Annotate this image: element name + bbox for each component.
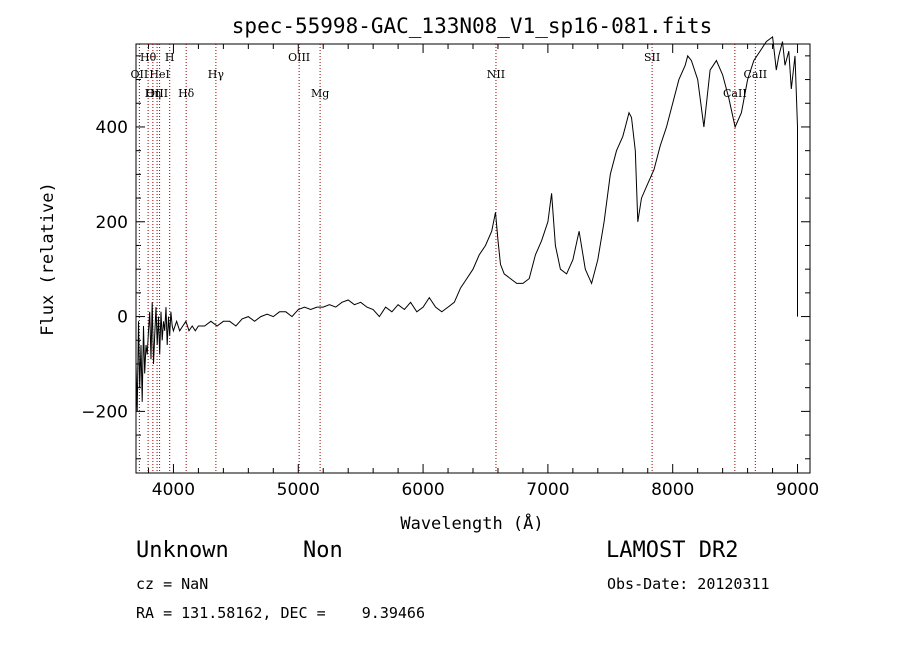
coordinates-label: RA = 131.58162, DEC = 9.39466 bbox=[136, 604, 425, 622]
line-marker-label: Hγ bbox=[208, 68, 225, 81]
axis-ticks: 4000 5000 6000 7000 8000 9000 −200 0 200 400 bbox=[81, 44, 819, 500]
y-axis-label: Flux (relative) bbox=[38, 182, 58, 336]
x-tick-label: 5000 bbox=[277, 480, 320, 500]
line-marker-label: OIII bbox=[146, 87, 168, 100]
line-marker-label: OII bbox=[131, 68, 149, 81]
chart-title: spec-55998-GAC_133N08_V1_sp16-081.fits bbox=[232, 14, 712, 38]
line-marker-label: H bbox=[165, 51, 175, 64]
x-tick-label: 8000 bbox=[651, 480, 694, 500]
class-label: Unknown bbox=[136, 538, 229, 563]
line-marker-label: Hδ bbox=[178, 87, 195, 100]
spectrum-series-line bbox=[135, 35, 798, 412]
redshift-label: cz = NaN bbox=[136, 575, 209, 593]
x-tick-label: 4000 bbox=[152, 480, 195, 500]
y-tick-label: 200 bbox=[96, 213, 128, 233]
subclass-label: Non bbox=[303, 538, 343, 563]
line-marker-label: OIII bbox=[288, 51, 310, 64]
line-marker-label: Hθ bbox=[140, 51, 157, 64]
y-tick-label: 0 bbox=[117, 308, 128, 328]
line-marker-label: SII bbox=[644, 51, 660, 64]
y-tick-label: −200 bbox=[81, 402, 128, 422]
y-tick-label: 400 bbox=[96, 118, 128, 138]
line-marker-label: HeI bbox=[149, 68, 169, 81]
line-marker-label: NII bbox=[487, 68, 505, 81]
x-tick-label: 9000 bbox=[776, 480, 819, 500]
survey-label: LAMOST DR2 bbox=[606, 538, 739, 563]
x-axis-label: Wavelength (Å) bbox=[400, 512, 543, 534]
plot-frame bbox=[135, 43, 811, 474]
x-tick-label: 7000 bbox=[526, 480, 569, 500]
x-tick-label: 6000 bbox=[401, 480, 444, 500]
obs-date-label: Obs-Date: 20120311 bbox=[607, 575, 770, 593]
line-marker-label: Mg bbox=[311, 87, 329, 100]
line-marker-label: CaII bbox=[743, 68, 767, 81]
line-marker-label: Hη bbox=[145, 87, 161, 100]
